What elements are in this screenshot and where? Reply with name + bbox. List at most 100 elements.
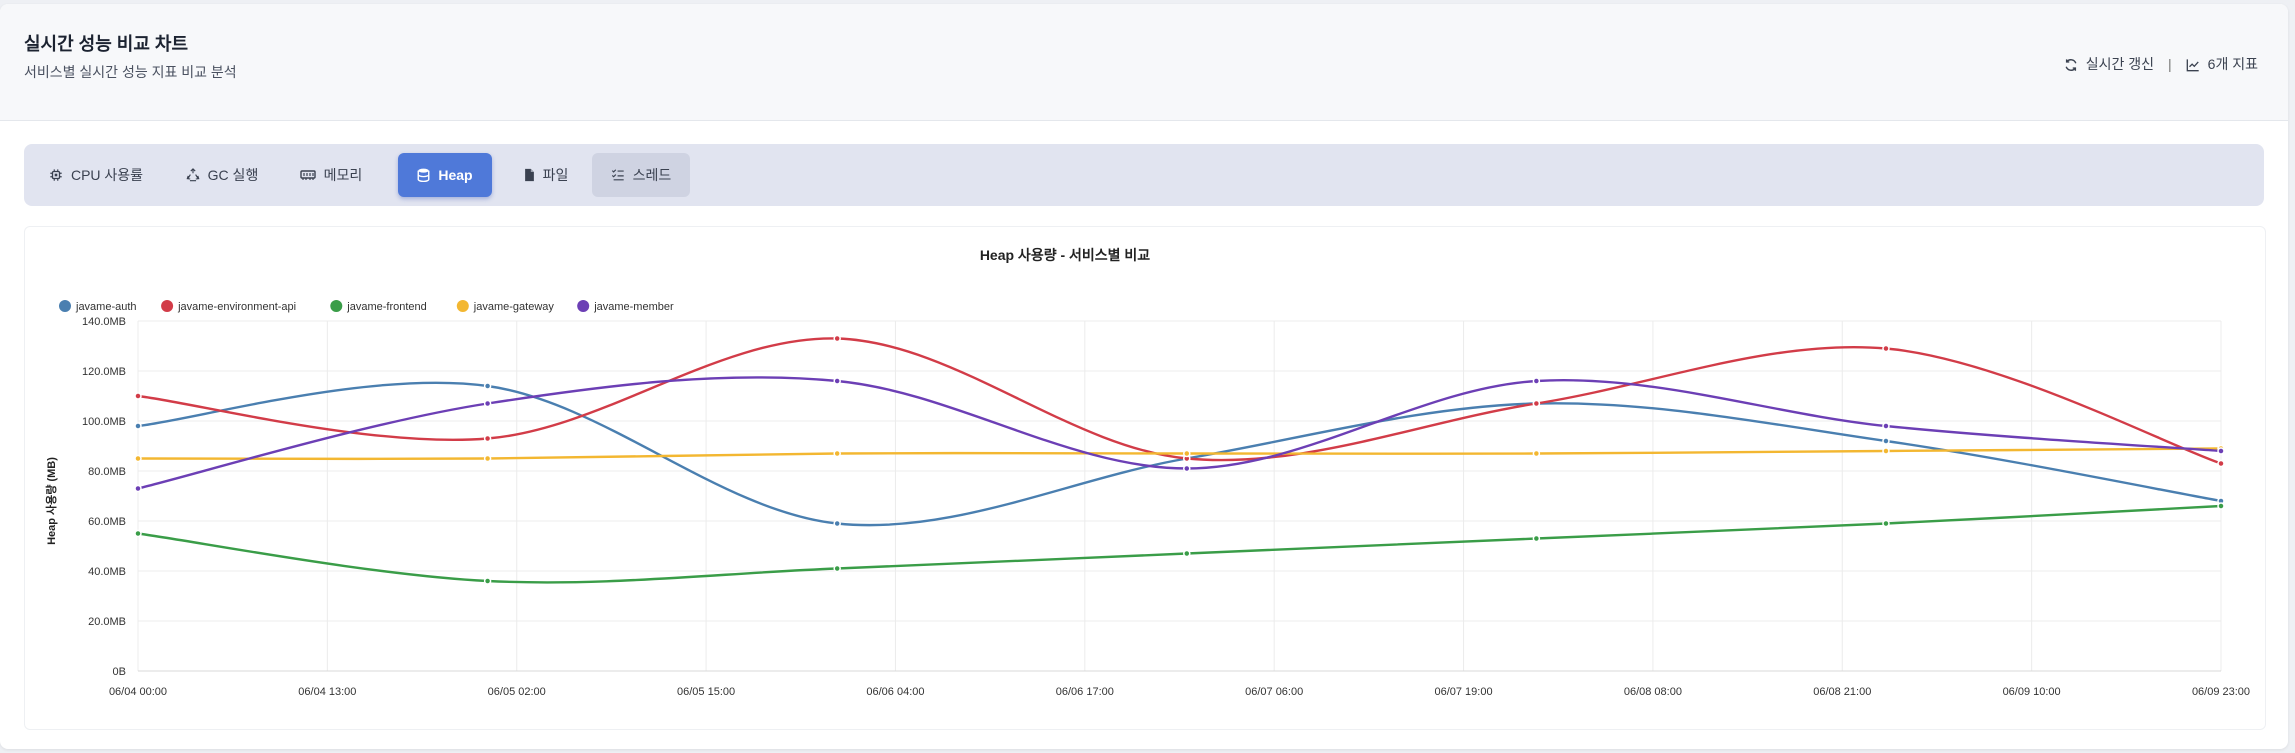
chart-grid	[137, 320, 2222, 672]
tab-label: Heap	[438, 167, 473, 183]
data-point[interactable]	[134, 392, 142, 400]
data-point[interactable]	[1183, 549, 1191, 558]
x-tick-label: 06/04 00:00	[109, 686, 167, 698]
legend-label: javame-member	[593, 301, 674, 313]
page-header: 실시간 성능 비교 차트 서비스별 실시간 성능 지표 비교 분석 실시간 갱신…	[0, 4, 2288, 121]
data-point[interactable]	[833, 377, 841, 385]
y-tick-label: 20.0MB	[88, 616, 126, 628]
metrics-count-label: 6개 지표	[2207, 56, 2258, 72]
x-tick-label: 06/08 08:00	[1624, 686, 1682, 698]
data-point[interactable]	[483, 577, 492, 585]
x-tick-label: 06/09 23:00	[2192, 686, 2250, 698]
data-point[interactable]	[1532, 399, 1541, 408]
x-tick-label: 06/04 13:00	[298, 686, 356, 698]
data-point[interactable]	[1183, 464, 1191, 473]
data-point[interactable]	[134, 529, 142, 538]
data-point[interactable]	[1532, 449, 1541, 458]
tab-cpu[interactable]: CPU 사용률	[36, 153, 156, 197]
data-point[interactable]	[833, 334, 841, 343]
chart-line-icon	[2186, 56, 2200, 72]
y-axis-ticks: 0B 20.0MB 40.0MB 60.0MB 80.0MB 100.0MB 120.0MB…	[82, 316, 126, 678]
sync-icon	[2064, 56, 2078, 72]
y-tick-label: 40.0MB	[88, 566, 126, 578]
legend-swatch	[330, 300, 343, 312]
data-point[interactable]	[1882, 519, 1890, 528]
y-tick-label: 120.0MB	[82, 366, 126, 378]
tab-heap[interactable]: Heap	[398, 153, 492, 197]
tab-thread[interactable]: 스레드	[592, 153, 690, 197]
tab-label: GC 실행	[207, 167, 259, 183]
chart-card: 실시간 성능 비교 차트 서비스별 실시간 성능 지표 비교 분석 실시간 갱신…	[0, 4, 2288, 749]
data-point[interactable]	[483, 382, 492, 390]
data-point[interactable]	[833, 564, 841, 573]
y-tick-label: 0B	[113, 666, 126, 678]
tab-label: 메모리	[323, 167, 363, 183]
x-tick-label: 06/07 19:00	[1434, 686, 1492, 698]
data-point[interactable]	[1532, 534, 1541, 543]
data-point[interactable]	[1882, 344, 1890, 353]
y-tick-label: 140.0MB	[82, 316, 126, 328]
legend-swatch	[161, 300, 174, 312]
legend-label: javame-frontend	[346, 301, 427, 313]
tab-memory[interactable]: 메모리	[286, 153, 376, 197]
tab-label: 파일	[542, 167, 569, 183]
heap-chart-panel: Heap 사용량 - 서비스별 비교 Heap 사용량 (MB) 0B 20.0M…	[24, 226, 2266, 730]
refresh-label: 실시간 갱신	[2085, 56, 2155, 72]
data-point[interactable]	[1882, 437, 1890, 445]
header-meta: 실시간 갱신 | 6개 지표	[2064, 54, 2258, 74]
data-point[interactable]	[833, 519, 841, 528]
x-tick-label: 06/06 17:00	[1056, 686, 1114, 698]
data-point[interactable]	[483, 454, 492, 463]
heap-line-chart: Heap 사용량 - 서비스별 비교 Heap 사용량 (MB) 0B 20.0M…	[44, 247, 2250, 698]
data-point[interactable]	[833, 449, 841, 458]
metric-tab-bar: CPU 사용률 GC 실행 메모리 Heap 파일 스레드	[24, 144, 2264, 206]
data-point[interactable]	[1882, 422, 1890, 430]
data-point[interactable]	[134, 422, 142, 430]
list-check-icon	[611, 168, 625, 182]
data-point[interactable]	[483, 434, 492, 443]
y-axis-label: Heap 사용량 (MB)	[44, 457, 58, 545]
chart-series-points	[134, 334, 2225, 585]
tab-label: 스레드	[632, 167, 672, 183]
x-tick-label: 06/09 10:00	[2003, 686, 2061, 698]
tab-file[interactable]: 파일	[508, 153, 584, 197]
data-point[interactable]	[1532, 377, 1541, 385]
data-point[interactable]	[2217, 459, 2225, 468]
legend-item[interactable]: javame-member	[577, 300, 674, 313]
data-point[interactable]	[1183, 449, 1191, 458]
legend-label: javame-gateway	[473, 301, 555, 313]
recycle-icon	[186, 168, 200, 182]
database-icon	[417, 168, 430, 182]
x-axis-ticks: 06/04 00:00 06/04 13:00 06/05 02:00 06/05 1…	[109, 686, 2250, 698]
data-point[interactable]	[134, 454, 142, 463]
legend-item[interactable]: javame-gateway	[456, 300, 555, 313]
legend-item[interactable]: javame-frontend	[330, 300, 427, 313]
y-tick-label: 100.0MB	[82, 416, 126, 428]
data-point[interactable]	[1882, 447, 1890, 455]
legend-swatch	[456, 300, 469, 312]
tab-label: CPU 사용률	[70, 167, 144, 183]
legend-swatch	[59, 300, 71, 312]
memory-icon	[299, 169, 316, 181]
data-point[interactable]	[134, 484, 142, 493]
data-point[interactable]	[2217, 447, 2225, 455]
chart-legend: javame-auth javame-environment-api javame-…	[59, 300, 674, 313]
file-icon	[524, 168, 535, 182]
x-tick-label: 06/05 02:00	[488, 686, 546, 698]
x-tick-label: 06/05 15:00	[677, 686, 735, 698]
data-point[interactable]	[483, 399, 492, 408]
legend-swatch	[577, 300, 590, 312]
legend-label: javame-environment-api	[177, 301, 296, 313]
legend-item[interactable]: javame-environment-api	[161, 300, 296, 313]
series-line-javame-member	[137, 376, 2222, 490]
y-tick-label: 60.0MB	[88, 516, 126, 528]
data-point[interactable]	[2217, 502, 2225, 510]
legend-item[interactable]: javame-auth	[59, 300, 137, 313]
meta-separator: |	[2168, 56, 2172, 72]
y-tick-label: 80.0MB	[88, 466, 126, 478]
cpu-icon	[49, 168, 63, 182]
page-subtitle: 서비스별 실시간 성능 지표 비교 분석	[24, 64, 237, 80]
legend-label: javame-auth	[75, 301, 137, 313]
tab-gc[interactable]: GC 실행	[172, 153, 272, 197]
x-tick-label: 06/06 04:00	[866, 686, 924, 698]
